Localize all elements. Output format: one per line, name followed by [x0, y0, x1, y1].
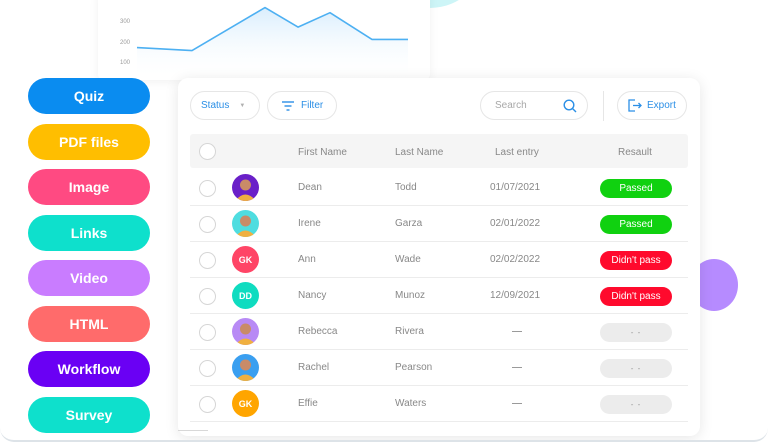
table-row[interactable]: Rebecca Rivera - - — [190, 314, 688, 350]
last-name-cell: Garza — [395, 218, 423, 229]
search-placeholder: Search — [495, 100, 527, 111]
row-checkbox[interactable] — [199, 360, 216, 377]
table-row[interactable]: Irene Garza 02/01/2022 Passed — [190, 206, 688, 242]
person-photo-icon — [235, 215, 256, 237]
table-header: First Name Last Name Last entry Resault — [190, 134, 688, 168]
y-tick-200: 200 — [120, 40, 131, 46]
last-entry-cell: 02/01/2022 — [490, 218, 541, 229]
chart-plot — [136, 6, 408, 80]
search-input[interactable]: Search — [480, 91, 588, 120]
status-badge: Passed — [600, 179, 672, 198]
category-links[interactable]: Links — [28, 214, 150, 251]
row-checkbox[interactable] — [199, 252, 216, 269]
first-name-cell: Irene — [298, 218, 321, 229]
header-last-name[interactable]: Last Name — [395, 147, 444, 158]
filter-icon — [282, 100, 294, 111]
status-label: Status — [201, 100, 230, 111]
empty-entry-dash — [512, 367, 522, 368]
results-table-card: Status ▼ Filter Search — [178, 78, 700, 436]
avatar: GK — [232, 246, 259, 273]
header-result[interactable]: Resault — [618, 147, 652, 158]
row-checkbox[interactable] — [199, 324, 216, 341]
status-badge: - - — [600, 323, 672, 342]
table-row[interactable]: Dean Todd 01/07/2021 Passed — [190, 170, 688, 206]
first-name-cell: Ann — [298, 254, 316, 265]
content-type-list: Quiz PDF files Image Links Video HTML Wo… — [28, 78, 150, 440]
export-button[interactable]: Export — [617, 91, 687, 120]
export-label: Export — [647, 100, 676, 111]
status-badge: Passed — [600, 215, 672, 234]
table-row[interactable]: GK Effie Waters - - — [190, 386, 688, 422]
avatar-initials: GK — [238, 254, 253, 265]
category-workflow[interactable]: Workflow — [28, 351, 150, 387]
status-badge: - - — [600, 395, 672, 414]
table-row[interactable]: Rachel Pearson - - — [190, 350, 688, 386]
status-badge: Didn't pass — [600, 287, 672, 306]
avatar — [232, 354, 259, 381]
last-name-cell: Pearson — [395, 362, 433, 373]
first-name-cell: Rebecca — [298, 326, 338, 337]
category-video[interactable]: Video — [28, 260, 150, 296]
avatar-initials: GK — [238, 398, 253, 409]
table-toolbar: Status ▼ Filter Search — [190, 91, 688, 121]
avatar: DD — [232, 282, 259, 309]
last-name-cell: Rivera — [395, 326, 424, 337]
category-pdf-files[interactable]: PDF files — [28, 123, 150, 160]
export-icon — [628, 99, 642, 112]
person-photo-icon — [235, 323, 256, 345]
filter-label: Filter — [301, 100, 324, 111]
empty-entry-dash — [512, 403, 522, 404]
status-dropdown[interactable]: Status ▼ — [190, 91, 260, 120]
first-name-cell: Dean — [298, 182, 322, 193]
last-entry-cell: 01/07/2021 — [490, 182, 541, 193]
person-photo-icon — [235, 179, 256, 201]
first-name-cell: Rachel — [298, 362, 330, 373]
last-entry-cell: 12/09/2021 — [490, 290, 541, 301]
select-all-checkbox[interactable] — [199, 143, 216, 160]
avatar: GK — [232, 390, 259, 417]
search-icon[interactable] — [563, 99, 577, 113]
person-photo-icon — [235, 359, 256, 381]
avatar — [232, 318, 259, 345]
last-name-cell: Munoz — [395, 290, 426, 301]
empty-entry-dash — [512, 331, 522, 332]
header-last-entry[interactable]: Last entry — [495, 147, 539, 158]
first-name-cell: Nancy — [298, 290, 327, 301]
last-name-cell: Waters — [395, 398, 427, 409]
table-row[interactable]: DD Nancy Munoz 12/09/2021 Didn't pass — [190, 278, 688, 314]
caret-down-icon: ▼ — [239, 102, 246, 109]
last-name-cell: Wade — [395, 254, 421, 265]
decorative-teal-shape — [430, 0, 486, 8]
status-badge: Didn't pass — [600, 251, 672, 270]
header-first-name[interactable]: First Name — [298, 147, 347, 158]
table-footer-line — [178, 430, 208, 431]
y-tick-300: 300 — [120, 19, 131, 25]
toolbar-divider — [603, 91, 604, 121]
status-badge: - - — [600, 359, 672, 378]
last-name-cell: Todd — [395, 182, 417, 193]
avatar-initials: DD — [239, 290, 252, 301]
avatar — [232, 210, 259, 237]
category-survey[interactable]: Survey — [28, 396, 150, 433]
row-checkbox[interactable] — [199, 216, 216, 233]
row-checkbox[interactable] — [199, 180, 216, 197]
category-html[interactable]: HTML — [28, 305, 150, 342]
row-checkbox[interactable] — [199, 396, 216, 413]
line-chart-card: 300 200 100 — [98, 0, 430, 80]
y-tick-100: 100 — [120, 60, 131, 66]
filter-button[interactable]: Filter — [267, 91, 337, 120]
row-checkbox[interactable] — [199, 288, 216, 305]
last-entry-cell: 02/02/2022 — [490, 254, 541, 265]
category-image[interactable]: Image — [28, 169, 150, 205]
category-quiz[interactable]: Quiz — [28, 78, 150, 114]
table-row[interactable]: GK Ann Wade 02/02/2022 Didn't pass — [190, 242, 688, 278]
first-name-cell: Effie — [298, 398, 318, 409]
avatar — [232, 174, 259, 201]
